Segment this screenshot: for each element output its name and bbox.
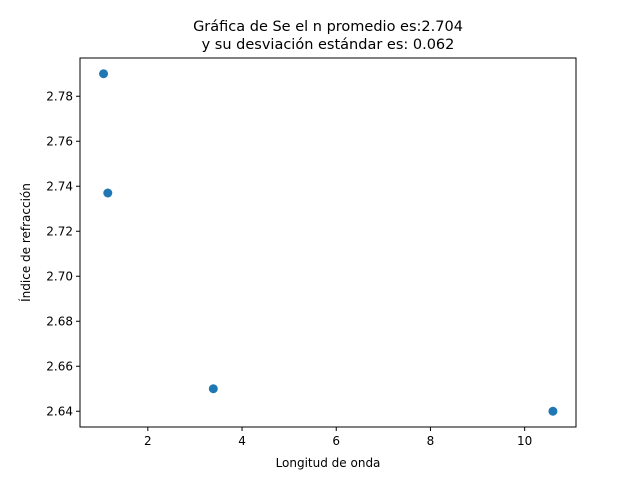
y-axis-label: Índice de refracción <box>18 183 33 302</box>
y-tick-label: 2.70 <box>46 269 73 283</box>
data-point <box>208 384 218 394</box>
x-tick-label: 6 <box>332 434 340 448</box>
x-tick-label: 4 <box>238 434 246 448</box>
y-tick-label: 2.68 <box>46 314 73 328</box>
y-tick-label: 2.74 <box>46 179 73 193</box>
data-points <box>99 69 558 416</box>
y-tick-label: 2.66 <box>46 359 73 373</box>
x-axis-ticks: 2 4 6 8 10 <box>144 427 532 448</box>
y-tick-label: 2.76 <box>46 134 73 148</box>
y-tick-label: 2.72 <box>46 224 73 238</box>
chart-title-line-2: y su desviación estándar es: 0.062 <box>202 37 455 53</box>
chart-title: Gráfica de Se el n promedio es:2.704 y s… <box>193 19 463 53</box>
data-point <box>99 69 109 79</box>
y-tick-label: 2.64 <box>46 404 73 418</box>
x-axis-label: Longitud de onda <box>276 456 381 470</box>
y-tick-label: 2.78 <box>46 89 73 103</box>
plot-area-frame <box>79 57 577 428</box>
x-tick-label: 8 <box>427 434 435 448</box>
chart-title-line-1: Gráfica de Se el n promedio es:2.704 <box>193 19 463 35</box>
data-point <box>103 188 113 198</box>
x-tick-label: 2 <box>144 434 152 448</box>
y-axis-ticks: 2.64 2.66 2.68 2.70 2.72 2.74 2.76 2.78 <box>46 89 80 418</box>
x-tick-label: 10 <box>517 434 532 448</box>
plot-area <box>79 57 577 428</box>
data-point <box>548 406 558 416</box>
